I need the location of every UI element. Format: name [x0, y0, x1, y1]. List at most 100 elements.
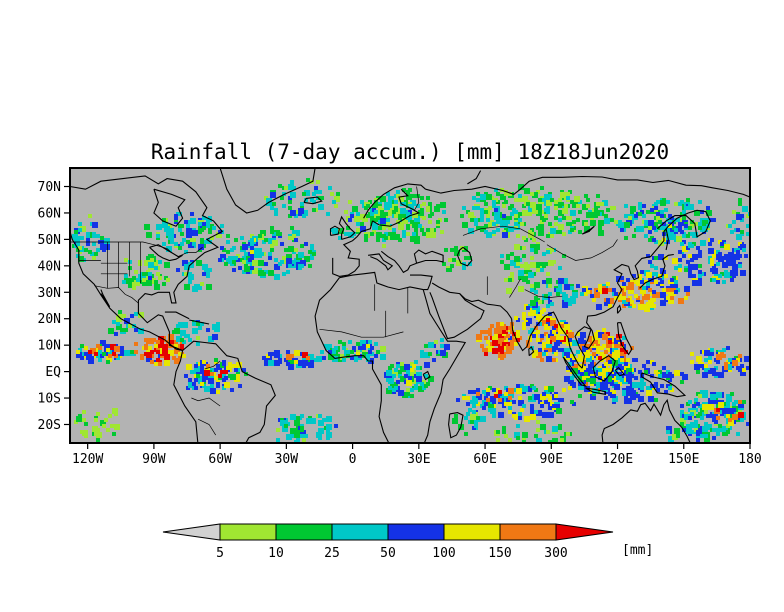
rain-cell — [700, 226, 706, 232]
rain-cell — [304, 434, 308, 438]
rain-cell — [732, 210, 736, 214]
rain-cell — [372, 224, 378, 230]
rain-cell — [582, 288, 586, 292]
rain-cell — [318, 414, 322, 418]
rain-cell — [704, 364, 708, 368]
rain-cell — [414, 360, 418, 364]
rain-cell — [518, 218, 522, 222]
rain-cell — [288, 360, 294, 366]
rain-cell — [376, 216, 380, 220]
rain-cell — [514, 256, 520, 262]
rain-cell — [652, 272, 656, 276]
coastline — [363, 183, 426, 219]
rain-cell — [402, 234, 406, 238]
rain-cell — [184, 220, 188, 224]
rain-cell — [226, 366, 230, 370]
coastline — [164, 311, 190, 320]
rain-cell — [544, 324, 548, 328]
rain-cell — [548, 398, 552, 402]
rain-cell — [578, 210, 582, 214]
rain-cell — [214, 376, 218, 380]
rain-cell — [92, 256, 96, 260]
rain-cell — [316, 356, 322, 362]
rain-cell — [610, 218, 614, 222]
rain-cell — [640, 378, 644, 382]
rain-cell — [692, 232, 698, 238]
rain-cell — [654, 370, 658, 374]
rain-cell — [482, 390, 486, 394]
coastline — [459, 293, 513, 320]
rain-cell — [682, 210, 686, 214]
rain-cell — [522, 312, 526, 316]
rain-cell — [308, 250, 312, 254]
rain-cell — [552, 326, 558, 332]
rain-cell — [586, 356, 592, 362]
rain-cell — [726, 414, 730, 418]
rain-cell — [504, 392, 508, 396]
rain-cell — [550, 320, 556, 326]
rain-cell — [558, 230, 562, 234]
rain-cell — [596, 382, 602, 388]
rain-cell — [548, 440, 552, 443]
rain-cell — [470, 214, 474, 218]
rain-cell — [684, 286, 690, 292]
rain-cell — [578, 338, 584, 344]
rain-cell — [112, 320, 116, 324]
rain-cell — [558, 210, 564, 216]
rain-cell — [664, 390, 668, 394]
rain-cell — [608, 378, 612, 382]
rain-cell — [190, 370, 194, 374]
rain-cell — [284, 248, 288, 252]
rain-cell — [534, 326, 538, 330]
rain-cell — [608, 354, 612, 358]
rain-cell — [510, 260, 516, 266]
rain-cell — [614, 356, 620, 362]
rain-cell — [426, 232, 432, 238]
rain-cell — [264, 360, 270, 366]
rain-cell — [480, 194, 486, 200]
rain-cell — [708, 424, 712, 428]
rain-cell — [498, 412, 504, 418]
rain-cell — [614, 292, 618, 296]
rain-cell — [576, 218, 580, 222]
rain-cell — [210, 372, 214, 376]
rain-cell — [302, 214, 306, 218]
rain-cell — [108, 354, 112, 358]
rain-cell — [544, 214, 548, 218]
rain-cell — [582, 346, 588, 352]
rain-cell — [138, 262, 142, 266]
rain-cell — [304, 190, 310, 196]
rain-cell — [628, 372, 632, 376]
rain-cell — [570, 376, 574, 380]
rain-cell — [602, 334, 608, 340]
rain-cell — [598, 284, 602, 288]
rain-cell — [630, 300, 634, 304]
rain-cell — [206, 274, 210, 278]
rain-cell — [562, 254, 566, 258]
rain-cell — [564, 348, 568, 352]
rain-cell — [522, 326, 526, 330]
rain-cell — [522, 440, 526, 443]
rain-cell — [198, 226, 204, 232]
rain-cell — [554, 334, 560, 340]
coastline — [153, 188, 186, 227]
rain-cell — [462, 206, 466, 210]
rain-cell — [542, 320, 548, 326]
rain-cell — [84, 422, 88, 426]
rain-cell — [530, 202, 536, 208]
rain-cell — [280, 196, 284, 200]
rain-cell — [92, 426, 98, 432]
rain-cell — [128, 324, 132, 328]
coastline — [616, 304, 622, 314]
coastline — [410, 274, 433, 291]
rain-cell — [508, 438, 512, 442]
rain-cell — [186, 224, 190, 228]
rain-cell — [656, 212, 660, 216]
rain-cell — [492, 200, 496, 204]
rain-cell — [558, 398, 562, 402]
rain-cell — [662, 288, 666, 292]
rain-cell — [342, 358, 346, 362]
rain-cell — [200, 382, 204, 386]
rain-cell — [104, 344, 108, 348]
